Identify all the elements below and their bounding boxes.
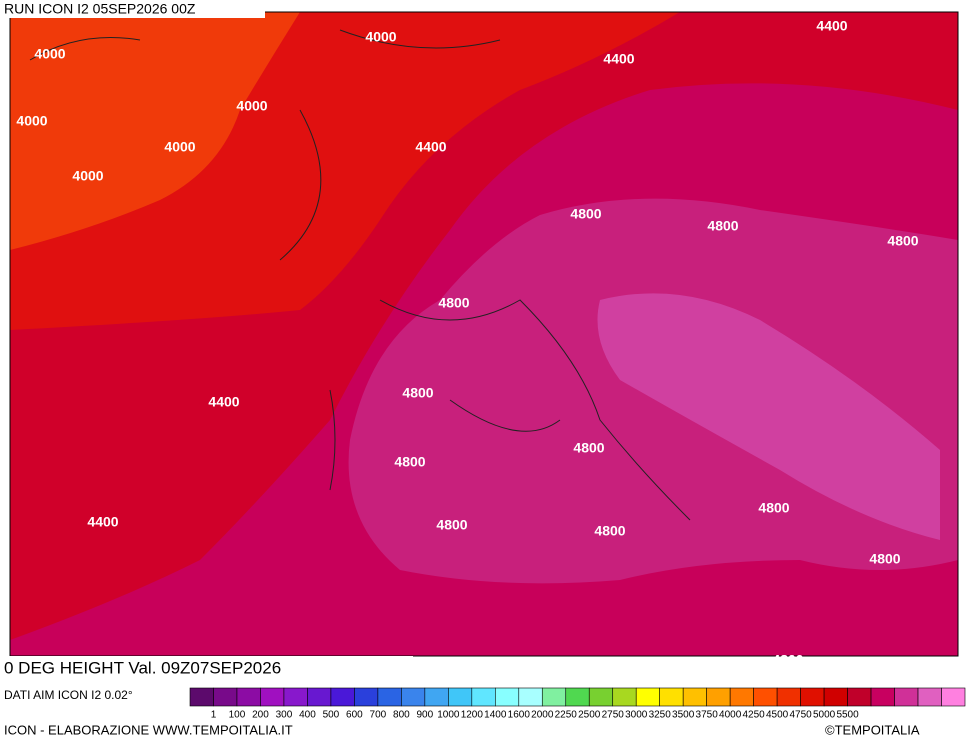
contour-label: 4800 <box>570 206 601 222</box>
contour-label: 4800 <box>758 500 789 516</box>
contour-label: 4800 <box>573 440 604 456</box>
contour-label: 4400 <box>816 18 847 34</box>
colorbar-swatch <box>518 687 543 707</box>
colorbar-label: 400 <box>299 710 316 721</box>
colorbar-swatch <box>847 687 872 707</box>
colorbar-label: 1600 <box>508 710 531 721</box>
contour-labels: 4000 4000 4000 4000 4000 4000 4400 4400 4400 4400… <box>16 18 918 668</box>
contour-label: 4800 <box>436 517 467 533</box>
colorbar-label: 2500 <box>578 710 601 721</box>
colorbar-swatch <box>189 687 214 707</box>
contour-label: 4000 <box>365 29 396 45</box>
contour-label: 4400 <box>603 51 634 67</box>
colorbar-label: 3000 <box>625 710 648 721</box>
colorbar-label: 2000 <box>531 710 554 721</box>
colorbar-swatch <box>495 687 520 707</box>
contour-label: 4000 <box>16 113 47 129</box>
colorbar-label: 1200 <box>461 710 484 721</box>
colorbar-label: 300 <box>276 710 293 721</box>
colorbar-swatch <box>941 687 966 707</box>
colorbar-label: 4500 <box>766 710 789 721</box>
zone-orange <box>10 12 300 250</box>
colorbar-swatch <box>401 687 426 707</box>
contour-label: 4400 <box>87 514 118 530</box>
contour-label: 4000 <box>164 139 195 155</box>
colorbar-swatch <box>424 687 449 707</box>
contour-label: 4400 <box>208 394 239 410</box>
contour-label: 4800 <box>869 551 900 567</box>
colorbar-swatch <box>588 687 614 707</box>
colorbar-swatch <box>635 687 660 707</box>
colorbar-swatch <box>471 687 496 707</box>
colorbar-swatch <box>612 687 637 707</box>
colorbar-swatch <box>354 687 379 707</box>
colorbar-label: 200 <box>252 710 269 721</box>
coastlines <box>29 29 691 521</box>
contour-label: 4800 <box>402 385 433 401</box>
colorbar: 1 100 200 300 400 500 600 700 800 900 1000 1200 1400… <box>189 687 966 721</box>
colorbar-swatch <box>307 687 332 707</box>
contour-label: 4800 <box>707 218 738 234</box>
colorbar-caption: DATI AIM ICON I2 0.02° <box>4 688 133 702</box>
colorbar-label: 700 <box>370 710 387 721</box>
colorbar-label: 4000 <box>719 710 742 721</box>
footer-right: ©TEMPOITALIA <box>825 722 920 737</box>
header-box <box>0 0 265 18</box>
map-frame <box>9 11 959 657</box>
colorbar-swatch <box>823 687 848 707</box>
contour-label: 4800 <box>394 454 425 470</box>
colorbar-swatch <box>260 687 285 707</box>
colorbar-label: 5000 <box>813 710 836 721</box>
zone-lightpink <box>597 293 940 540</box>
title-box <box>0 656 413 682</box>
colorbar-swatch <box>659 687 684 707</box>
contour-label: 4800 <box>594 523 625 539</box>
colorbar-swatch <box>541 687 567 707</box>
colorbar-label: 3750 <box>696 710 719 721</box>
colorbar-label: 3250 <box>649 710 672 721</box>
colorbar-label: 2750 <box>602 710 625 721</box>
colorbar-label: 1 <box>211 710 217 721</box>
colorbar-swatch <box>894 687 919 707</box>
footer-left: ICON - ELABORAZIONE WWW.TEMPOITALIA.IT <box>4 722 293 737</box>
contour-label: 4400 <box>415 139 446 155</box>
colorbar-swatch <box>565 687 590 707</box>
run-label: RUN ICON I2 05SEP2026 00Z <box>4 1 196 17</box>
colorbar-label: 1400 <box>484 710 507 721</box>
colorbar-swatch <box>377 687 402 707</box>
contour-label: 4800 <box>887 233 918 249</box>
colorbar-label: 800 <box>393 710 410 721</box>
colorbar-swatch <box>213 687 238 707</box>
colorbar-label: 3500 <box>672 710 695 721</box>
colorbar-swatch <box>776 687 801 707</box>
colorbar-swatch <box>236 687 261 707</box>
colorbar-label: 2250 <box>555 710 578 721</box>
colorbar-label: 5500 <box>836 710 859 721</box>
colorbar-label: 1000 <box>437 710 460 721</box>
contour-label: 4800 <box>438 295 469 311</box>
colorbar-swatch <box>283 687 308 707</box>
colorbar-swatch <box>682 687 707 707</box>
colorbar-swatch <box>448 687 473 707</box>
colorbar-label: 900 <box>417 710 434 721</box>
contour-label: 4000 <box>72 168 103 184</box>
contour-label: 4000 <box>236 98 267 114</box>
contour-label: 4800 <box>772 652 803 668</box>
colorbar-swatch <box>753 687 778 707</box>
colorbar-label: 500 <box>323 710 340 721</box>
colorbar-swatch <box>330 687 355 707</box>
contour-label: 4000 <box>34 46 65 62</box>
colorbar-label: 4750 <box>789 710 812 721</box>
colorbar-swatch <box>729 687 754 707</box>
colorbar-swatch <box>706 687 731 707</box>
colorbar-swatch <box>917 687 942 707</box>
colorbar-label: 4250 <box>743 710 766 721</box>
colorbar-label: 100 <box>229 710 246 721</box>
colorbar-label: 600 <box>346 710 363 721</box>
colorbar-swatch <box>800 687 825 707</box>
colorbar-swatch <box>870 687 895 707</box>
map-title: 0 DEG HEIGHT Val. 09Z07SEP2026 <box>4 658 281 677</box>
map <box>9 11 959 657</box>
